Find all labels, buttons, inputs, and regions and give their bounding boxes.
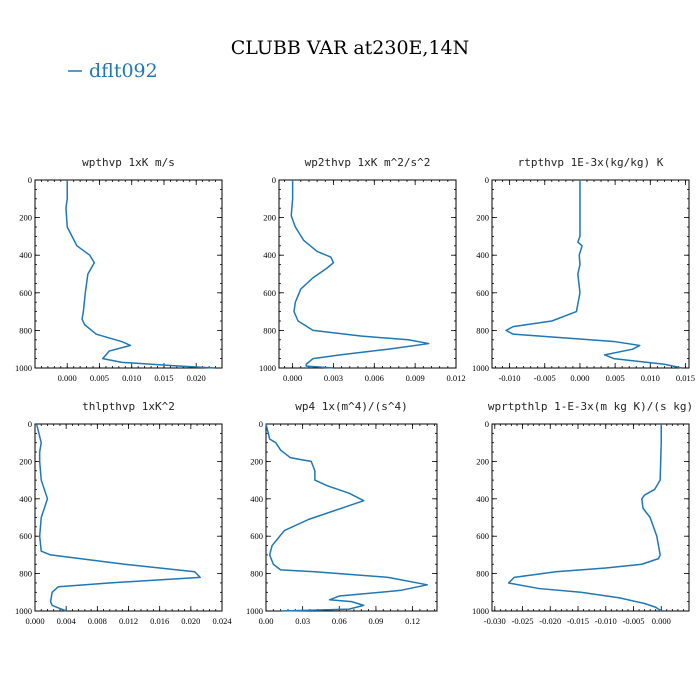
- y-tick-label: 600: [263, 288, 276, 298]
- subplot-1: wpthvp 1xK m/s 0.000 0.005 0.010 0.015 0.020 0…: [15, 156, 223, 383]
- x-tick-label: 0.015: [154, 373, 173, 383]
- subplot-6: wprtpthlp 1-E-3x(m kg K)/(s kg) -0.030 -0.…: [472, 400, 693, 626]
- series-line: [290, 180, 430, 369]
- x-tick-label: -0.025: [512, 616, 534, 626]
- x-tick-label: 0.012: [119, 616, 138, 626]
- series-line: [505, 180, 683, 369]
- x-tick-label: 0.009: [406, 373, 425, 383]
- series-line: [35, 423, 201, 612]
- x-tick-label: 0.012: [446, 373, 465, 383]
- x-tick-label: 0.024: [212, 616, 232, 626]
- x-tick-label: -0.030: [484, 616, 506, 626]
- x-tick-label: 0.010: [122, 373, 141, 383]
- y-tick-label: 600: [476, 531, 489, 541]
- y-tick-label: 400: [19, 494, 32, 504]
- x-tick-label: 0.003: [324, 373, 343, 383]
- x-tick-label: -0.015: [567, 616, 589, 626]
- figure-legend: dflt092: [68, 60, 158, 82]
- series-line: [507, 424, 662, 612]
- x-tick-label: -0.005: [534, 373, 556, 383]
- y-tick-label: 600: [19, 531, 32, 541]
- y-tick-label: 400: [250, 494, 263, 504]
- x-tick-label: 0.00: [259, 616, 274, 626]
- x-tick-label: 0.000: [283, 373, 302, 383]
- x-tick-label: 0.016: [150, 616, 169, 626]
- legend-label: dflt092: [89, 60, 158, 82]
- y-tick-label: 200: [476, 213, 489, 223]
- y-tick-label: 800: [19, 569, 32, 579]
- subplot-4: thlpthvp 1xK^2 0.000 0.004 0.008 0.012 0.016 0…: [15, 400, 232, 626]
- x-tick-label: 0.000: [25, 616, 44, 626]
- x-tick-label: 0.004: [57, 616, 77, 626]
- y-tick-label: 200: [263, 213, 276, 223]
- y-tick-label: 0: [28, 175, 32, 185]
- y-tick-label: 800: [476, 569, 489, 579]
- y-tick-label: 600: [19, 288, 32, 298]
- x-tick-label: 0.010: [641, 373, 660, 383]
- y-tick-label: 0: [259, 419, 263, 429]
- x-tick-label: 0.005: [90, 373, 109, 383]
- x-tick-label: 0.000: [570, 373, 589, 383]
- x-tick-label: 0.09: [368, 616, 383, 626]
- subplots: wpthvp 1xK m/s0.000 0.005 0.010 0.015 0.0200…: [15, 156, 695, 626]
- y-tick-label: 0: [485, 419, 489, 429]
- y-tick-label: 400: [476, 494, 489, 504]
- y-tick-label: 600: [250, 531, 263, 541]
- y-tick-label: 200: [250, 456, 263, 466]
- y-tick-label: 1000: [246, 606, 263, 616]
- y-tick-label: 1000: [472, 363, 489, 373]
- x-tick-label: 0.000: [58, 373, 77, 383]
- subplot-2: wp2thvp 1xK m^2/s^2 0.000 0.003 0.006 0.009 0…: [259, 156, 466, 383]
- figure-title: CLUBB VAR at230E,14N: [231, 37, 470, 59]
- x-tick-label: 0.020: [187, 373, 206, 383]
- x-tick-label: -0.020: [539, 616, 561, 626]
- x-tick-label: 0.020: [181, 616, 200, 626]
- plot-frame: [34, 179, 223, 369]
- y-tick-label: 0: [485, 175, 489, 185]
- y-tick-label: 400: [19, 250, 32, 260]
- subplot-title: rtpthvp 1E-3x(kg/kg) K: [518, 156, 664, 169]
- x-tick-label: 0.12: [405, 616, 420, 626]
- x-tick-label: -0.005: [623, 616, 645, 626]
- y-tick-label: 800: [19, 325, 32, 335]
- x-tick-label: 0.006: [365, 373, 384, 383]
- plot-frame: [34, 423, 223, 612]
- x-tick-label: 0.03: [295, 616, 310, 626]
- subplot-title: wp4 1x(m^4)/(s^4): [295, 400, 408, 413]
- y-tick-label: 200: [19, 456, 32, 466]
- y-tick-label: 800: [250, 569, 263, 579]
- plot-frame: [278, 179, 457, 369]
- series-line: [65, 180, 216, 369]
- x-tick-label: 0.06: [332, 616, 347, 626]
- y-tick-label: 0: [272, 175, 276, 185]
- x-tick-label: 0.008: [88, 616, 107, 626]
- subplot-title: thlpthvp 1xK^2: [82, 400, 175, 413]
- subplot-5: wp4 1x(m^4)/(s^4) 0.00 0.03 0.06 0.09 0.12 0 20…: [246, 400, 438, 626]
- y-tick-label: 0: [28, 419, 32, 429]
- x-tick-label: -0.010: [499, 373, 521, 383]
- y-tick-label: 1000: [472, 606, 489, 616]
- y-tick-label: 1000: [259, 363, 276, 373]
- y-tick-label: 400: [476, 250, 489, 260]
- subplot-3: rtpthvp 1E-3x(kg/kg) K -0.010 -0.005 0.000 0…: [472, 156, 695, 383]
- x-tick-label: -0.010: [595, 616, 617, 626]
- y-tick-label: 600: [476, 288, 489, 298]
- subplot-title: wprtpthlp 1-E-3x(m kg K)/(s kg): [488, 400, 693, 413]
- plot-frame: [265, 423, 438, 612]
- y-tick-label: 1000: [15, 606, 32, 616]
- x-tick-label: 0.000: [652, 616, 671, 626]
- subplot-title: wp2thvp 1xK m^2/s^2: [305, 156, 431, 169]
- subplot-title: wpthvp 1xK m/s: [82, 156, 175, 169]
- y-tick-label: 200: [19, 213, 32, 223]
- y-tick-label: 800: [263, 325, 276, 335]
- y-tick-label: 400: [263, 250, 276, 260]
- y-tick-label: 1000: [15, 363, 32, 373]
- x-tick-label: 0.005: [606, 373, 625, 383]
- series-line: [265, 423, 428, 612]
- y-tick-label: 800: [476, 325, 489, 335]
- plot-frame: [491, 423, 690, 612]
- x-tick-label: 0.015: [676, 373, 695, 383]
- y-tick-label: 200: [476, 456, 489, 466]
